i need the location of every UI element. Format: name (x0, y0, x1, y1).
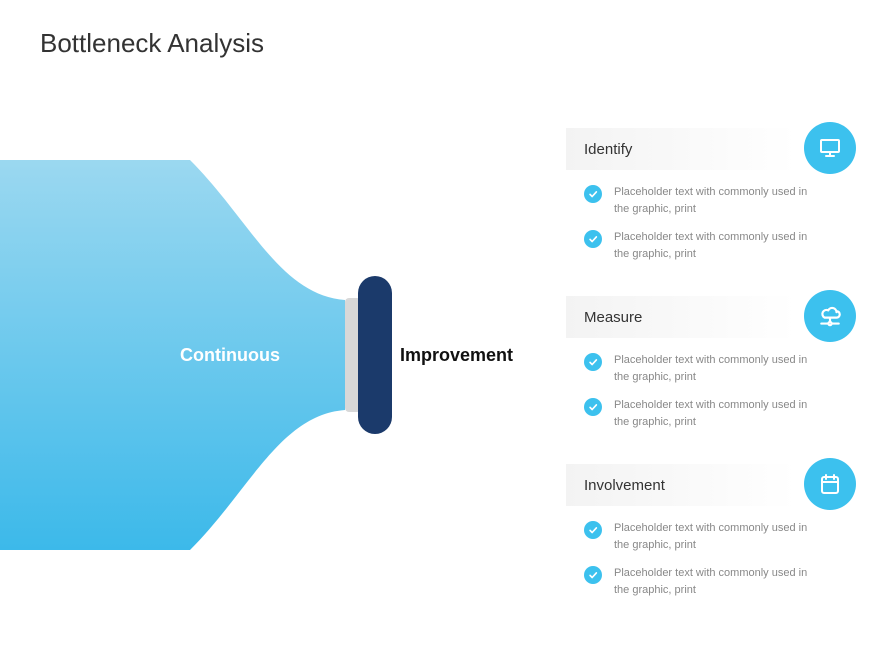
list-item: Placeholder text with commonly used in t… (584, 184, 816, 217)
bottle-body (0, 160, 345, 550)
bullet-text: Placeholder text with commonly used in t… (614, 565, 816, 598)
sections-column: Identify Placeholder text with commonly … (566, 128, 856, 632)
list-item: Placeholder text with commonly used in t… (584, 565, 816, 598)
section-header: Measure (566, 296, 856, 338)
list-item: Placeholder text with commonly used in t… (584, 352, 816, 385)
check-icon (584, 566, 602, 584)
cloud-network-icon (804, 290, 856, 342)
check-icon (584, 230, 602, 248)
bullet-text: Placeholder text with commonly used in t… (614, 229, 816, 262)
bullet-text: Placeholder text with commonly used in t… (614, 520, 816, 553)
section-identify: Identify Placeholder text with commonly … (566, 128, 856, 288)
section-header: Identify (566, 128, 856, 170)
bottle-cap (358, 276, 392, 434)
section-title: Identify (566, 141, 632, 158)
list-item: Placeholder text with commonly used in t… (584, 229, 816, 262)
bullet-text: Placeholder text with commonly used in t… (614, 184, 816, 217)
check-icon (584, 185, 602, 203)
calendar-icon (804, 458, 856, 510)
section-bullets: Placeholder text with commonly used in t… (566, 352, 856, 456)
bottleneck-label-right: Improvement (400, 345, 513, 366)
section-measure: Measure Placeholder text with commonly u… (566, 296, 856, 456)
section-title: Measure (566, 309, 642, 326)
section-involvement: Involvement Placeholder text with common… (566, 464, 856, 624)
monitor-icon (804, 122, 856, 174)
check-icon (584, 521, 602, 539)
section-bullets: Placeholder text with commonly used in t… (566, 184, 856, 288)
bullet-text: Placeholder text with commonly used in t… (614, 397, 816, 430)
section-header: Involvement (566, 464, 856, 506)
page-title: Bottleneck Analysis (40, 28, 264, 59)
section-bullets: Placeholder text with commonly used in t… (566, 520, 856, 624)
bottleneck-label-left: Continuous (180, 345, 280, 366)
list-item: Placeholder text with commonly used in t… (584, 397, 816, 430)
list-item: Placeholder text with commonly used in t… (584, 520, 816, 553)
check-icon (584, 398, 602, 416)
bullet-text: Placeholder text with commonly used in t… (614, 352, 816, 385)
check-icon (584, 353, 602, 371)
section-title: Involvement (566, 477, 665, 494)
